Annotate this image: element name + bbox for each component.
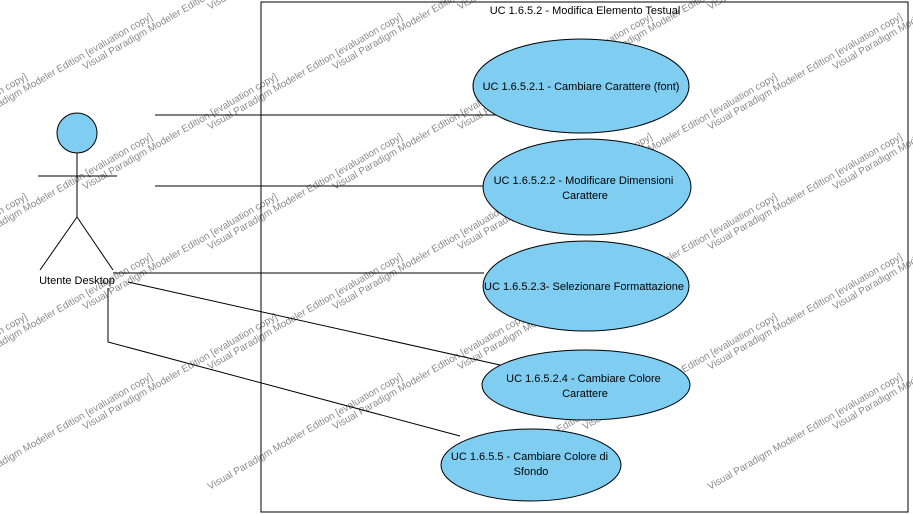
use-case-label: UC 1.6.5.2.1 - Cambiare Carattere (font) [483, 81, 680, 93]
use-case-label-line: UC 1.6.5.2.2 - Modificare Dimensioni [494, 175, 674, 187]
watermark-text: Visual Paradigm Modeler Edition [evaluat… [206, 372, 405, 493]
use-case-ellipse [440, 428, 622, 502]
use-case-label-line: Sfondo [514, 466, 549, 478]
use-case-label-line: UC 1.6.5.2.3- Selezionare Formattazione [484, 281, 684, 293]
actor-utente-desktop[interactable]: Utente Desktop [38, 112, 117, 287]
actor-left-leg [39, 216, 78, 271]
use-case-ellipse [481, 349, 691, 421]
actor-right-leg [76, 216, 114, 271]
watermark-text: Visual Paradigm Modeler Edition [evaluat… [0, 0, 155, 13]
use-case-ellipse [472, 38, 690, 134]
watermark-text: Visual Paradigm Modeler Edition [evaluat… [706, 252, 905, 373]
watermark-layer: Visual Paradigm Modeler Edition [evaluat… [0, 0, 913, 493]
use-case-label-line: UC 1.6.5.2.4 - Cambiare Colore [506, 373, 661, 385]
use-case-label-line: Carattere [562, 190, 608, 202]
use-case-uc-5[interactable]: UC 1.6.5.5 - Cambiare Colore di Sfondo [440, 428, 622, 502]
system-boundary [260, 1, 909, 513]
watermark-text: Visual Paradigm Modeler Edition [evaluat… [706, 12, 905, 133]
watermark-text: Visual Paradigm Modeler Edition [evaluat… [81, 72, 280, 193]
watermark-text: Visual Paradigm Modeler Edition [evaluat… [706, 372, 905, 493]
use-case-ellipse [482, 138, 692, 236]
use-case-uc-1[interactable]: UC 1.6.5.2.1 - Cambiare Carattere (font) [472, 38, 690, 134]
use-case-label: UC 1.6.5.2.4 - Cambiare Colore Carattere [506, 373, 664, 400]
use-case-uc-3[interactable]: UC 1.6.5.2.3- Selezionare Formattazione [482, 240, 690, 332]
system-title: UC 1.6.5.2 - Modifica Elemento Testual [490, 5, 681, 17]
use-case-uc-2[interactable]: UC 1.6.5.2.2 - Modificare Dimensioni Car… [482, 138, 692, 236]
watermark-text: Visual Paradigm Modeler Edition [evaluat… [206, 132, 405, 253]
use-case-label: UC 1.6.5.5 - Cambiare Colore di Sfondo [451, 451, 611, 478]
associations [107, 114, 505, 437]
watermark-text: Visual Paradigm Modeler Edition [evaluat… [206, 252, 405, 373]
watermark-text: Visual Paradigm Modeler Edition [evaluat… [0, 372, 155, 493]
actor-name: Utente Desktop [39, 275, 115, 287]
use-case-label: UC 1.6.5.2.2 - Modificare Dimensioni Car… [494, 175, 677, 202]
association-line-4 [127, 281, 501, 366]
use-case-label-line: Carattere [562, 388, 608, 400]
association-line-5 [107, 288, 461, 437]
watermark-text: Visual Paradigm Modeler Edition [evaluat… [206, 12, 405, 133]
use-case-label: UC 1.6.5.2.3- Selezionare Formattazione [484, 281, 684, 293]
watermark-text: Visual Paradigm Modeler Edition [evaluat… [81, 312, 280, 433]
watermark-text: Visual Paradigm Modeler Edition [evaluat… [706, 132, 905, 253]
use-case-uc-4[interactable]: UC 1.6.5.2.4 - Cambiare Colore Carattere [481, 349, 691, 421]
use-case-label-line: UC 1.6.5.2.1 - Cambiare Carattere (font) [483, 81, 680, 93]
actor-head [56, 112, 98, 154]
watermark-text: Visual Paradigm Modeler Edition [evaluat… [0, 0, 30, 73]
watermark-text: Visual Paradigm Modeler Edition [evaluat… [81, 192, 280, 313]
use-case-ellipse [482, 240, 690, 332]
use-case-label-line: UC 1.6.5.5 - Cambiare Colore di [451, 451, 608, 463]
